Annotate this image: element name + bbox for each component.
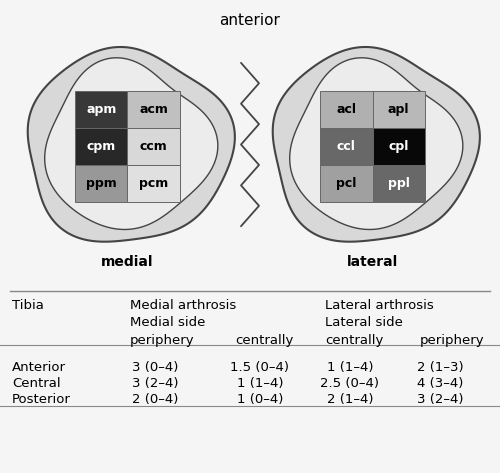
- Text: anterior: anterior: [220, 13, 280, 27]
- Text: pcm: pcm: [139, 177, 168, 190]
- Bar: [75, 91, 128, 128]
- Text: 1.5 (0–4): 1.5 (0–4): [230, 361, 290, 374]
- Text: acm: acm: [140, 103, 168, 116]
- Text: apl: apl: [388, 103, 409, 116]
- Text: periphery: periphery: [420, 334, 484, 347]
- Bar: [320, 91, 372, 128]
- Text: 1 (0–4): 1 (0–4): [237, 393, 283, 406]
- Text: cpl: cpl: [388, 140, 409, 153]
- Text: 1 (1–4): 1 (1–4): [237, 377, 283, 390]
- Text: Posterior: Posterior: [12, 393, 71, 406]
- Text: 2.5 (0–4): 2.5 (0–4): [320, 377, 380, 390]
- Bar: [320, 165, 372, 202]
- Text: 3 (2–4): 3 (2–4): [417, 393, 463, 406]
- Text: 2 (0–4): 2 (0–4): [132, 393, 178, 406]
- Text: Lateral side: Lateral side: [325, 316, 403, 330]
- Text: lateral: lateral: [347, 255, 398, 269]
- Text: 4 (3–4): 4 (3–4): [417, 377, 463, 390]
- Bar: [75, 165, 128, 202]
- Bar: [372, 165, 425, 202]
- Bar: [372, 91, 425, 128]
- Bar: [75, 128, 128, 165]
- Text: apm: apm: [86, 103, 117, 116]
- Bar: [372, 128, 425, 165]
- Text: 1 (1–4): 1 (1–4): [327, 361, 373, 374]
- Text: centrally: centrally: [325, 334, 384, 347]
- Text: pcl: pcl: [336, 177, 356, 190]
- Text: ppl: ppl: [388, 177, 409, 190]
- Text: Lateral arthrosis: Lateral arthrosis: [325, 298, 434, 312]
- Text: 3 (2–4): 3 (2–4): [132, 377, 178, 390]
- Bar: [128, 91, 180, 128]
- Text: 3 (0–4): 3 (0–4): [132, 361, 178, 374]
- Polygon shape: [272, 47, 480, 242]
- Text: Medial arthrosis: Medial arthrosis: [130, 298, 236, 312]
- Text: 2 (1–3): 2 (1–3): [416, 361, 464, 374]
- Text: ppm: ppm: [86, 177, 117, 190]
- Text: 2 (1–4): 2 (1–4): [327, 393, 373, 406]
- Text: acl: acl: [336, 103, 356, 116]
- Text: Medial side: Medial side: [130, 316, 206, 330]
- Text: centrally: centrally: [235, 334, 294, 347]
- Text: ccm: ccm: [140, 140, 168, 153]
- Polygon shape: [44, 58, 218, 229]
- Text: Tibia: Tibia: [12, 298, 44, 312]
- Text: periphery: periphery: [130, 334, 194, 347]
- Text: Central: Central: [12, 377, 60, 390]
- Bar: [320, 128, 372, 165]
- Polygon shape: [290, 58, 463, 229]
- Text: cpm: cpm: [86, 140, 116, 153]
- Text: ccl: ccl: [337, 140, 355, 153]
- Polygon shape: [28, 47, 235, 242]
- Text: medial: medial: [101, 255, 154, 269]
- Bar: [128, 165, 180, 202]
- Text: Anterior: Anterior: [12, 361, 66, 374]
- Bar: [128, 128, 180, 165]
